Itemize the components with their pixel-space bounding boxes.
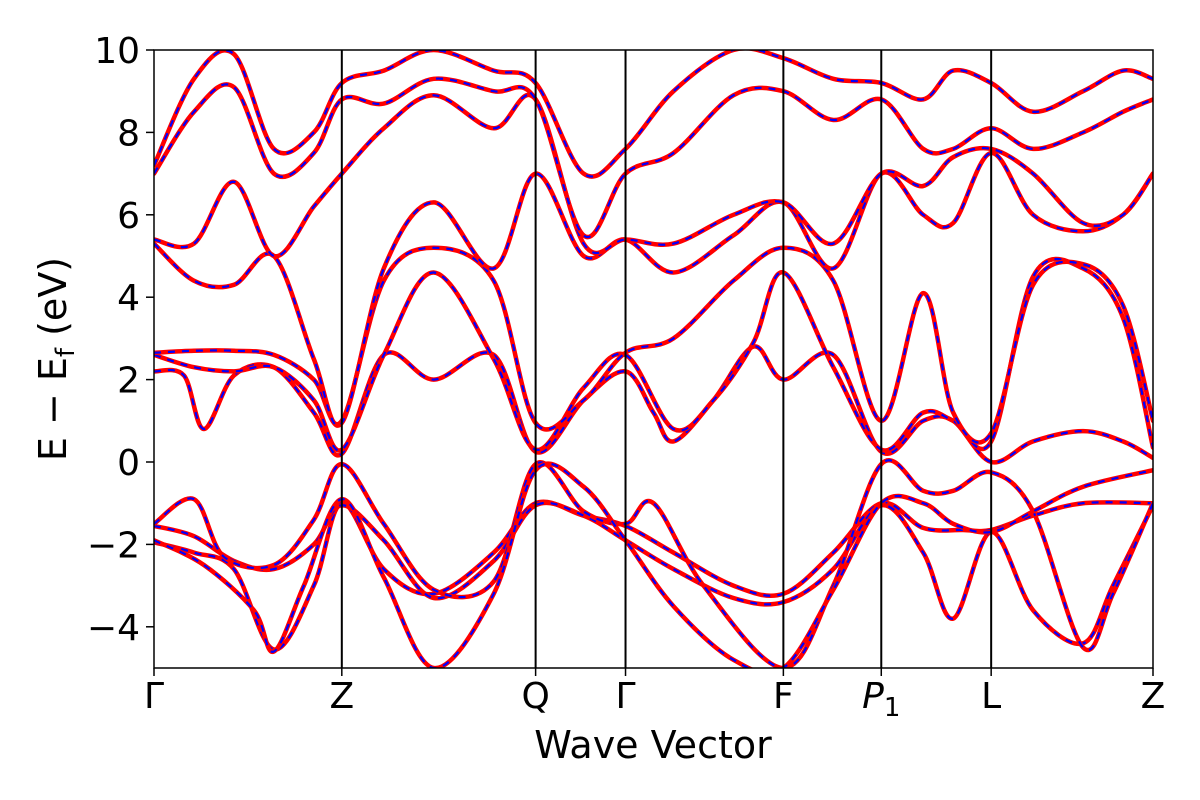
band-0-blue (154, 500, 1153, 651)
y-tick-label: 6 (117, 196, 140, 237)
y-ticks: −4 −2 0 2 4 6 8 10 (87, 31, 154, 649)
y-axis-title-unit: (eV) (31, 257, 75, 348)
x-tick-label: L (981, 676, 1001, 717)
y-tick-label: 10 (94, 31, 140, 72)
y-tick-label: 4 (117, 278, 140, 319)
band-3-red (154, 461, 1153, 668)
x-tick-label: Γ (615, 676, 635, 717)
x-ticks: Γ Z Q Γ F P1 L Z (144, 668, 1165, 723)
y-axis-title-main: E − E (31, 357, 75, 461)
band-9-blue (154, 77, 1153, 239)
band-0-red (154, 499, 1153, 652)
band-7-red (154, 150, 1153, 428)
band-7-blue (154, 151, 1153, 427)
band-3-blue (154, 462, 1153, 668)
y-tick-label: −2 (87, 525, 140, 566)
x-tick-label: Z (1141, 676, 1166, 717)
y-tick-label: 8 (117, 113, 140, 154)
x-axis-title: Wave Vector (534, 723, 772, 767)
band-10-red (154, 50, 1153, 179)
y-tick-label: 0 (117, 443, 140, 484)
bands-layer (154, 50, 1153, 668)
y-axis-title: E − Ef (eV) (31, 257, 81, 461)
band-2-red (154, 458, 1153, 668)
x-tick-label: F (773, 676, 794, 717)
kpoint-lines (340, 50, 993, 668)
band-5-red (154, 256, 1153, 453)
plot-frame (153, 49, 1154, 669)
band-8-blue (154, 94, 1153, 258)
x-tick-label: Z (329, 676, 354, 717)
band-8-red (154, 92, 1153, 259)
x-tick-label: Γ (144, 676, 164, 717)
x-tick-label: P1 (862, 676, 900, 723)
y-tick-label: −4 (87, 608, 140, 649)
x-tick-label: Q (521, 676, 549, 717)
band-2-blue (154, 459, 1153, 668)
y-tick-label: 2 (117, 361, 140, 402)
band-1-blue (154, 501, 1153, 645)
band-9-red (154, 76, 1153, 240)
band-5-blue (154, 257, 1153, 452)
y-axis-title-sub: f (51, 347, 81, 357)
